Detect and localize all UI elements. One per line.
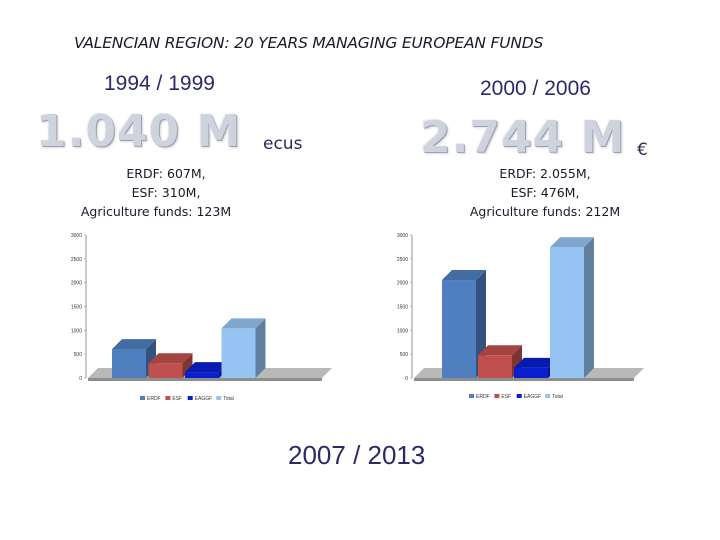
y-tick-label: 500 [400, 352, 409, 358]
bar-top [112, 339, 156, 350]
legend-swatch [545, 394, 551, 398]
bar-esf [478, 345, 522, 378]
bar-front [442, 280, 476, 378]
legend-label: Total [223, 396, 234, 402]
period-label-1994-1999: 1994 / 1999 [104, 72, 215, 95]
bar-front [550, 247, 584, 378]
bar-front [221, 328, 256, 378]
bar-top [185, 362, 229, 373]
breakdown-line: Agriculture funds: 123M [80, 204, 232, 219]
bar-chart-2000-2006: 0 500 1000 1500 2000 2500 3000 ERDF ESF EAGGF Tota… [397, 233, 644, 400]
legend-label: ESF [501, 394, 511, 400]
bar-esf [148, 353, 193, 378]
y-tick-label: 500 [74, 352, 83, 358]
bar-front [478, 355, 512, 378]
breakdown-line: ESF: 310M, [131, 185, 201, 200]
legend-swatch [187, 396, 193, 400]
legend-label: EAGGF [524, 394, 542, 400]
legend-label: ERDF [147, 396, 161, 402]
bar-top [514, 357, 558, 368]
period-label-2007-2013: 2007 / 2013 [288, 440, 426, 470]
y-tick-label: 3000 [397, 233, 408, 239]
total-amount-1: 1.040 M [36, 106, 242, 157]
legend-swatch [494, 394, 500, 398]
y-tick-label: 1000 [71, 328, 82, 334]
legend-label: Total [552, 394, 563, 400]
breakdown-line: ERDF: 607M, [126, 166, 206, 181]
bar-top [442, 270, 486, 281]
legend-swatch [516, 394, 522, 398]
legend-swatch [165, 396, 171, 400]
chart-floor-edge [414, 378, 634, 381]
bar-front [112, 349, 146, 378]
total-amount-2: 2.744 M [420, 112, 626, 163]
bar-front [185, 372, 219, 378]
slide-title: VALENCIAN REGION: 20 YEARS MANAGING EURO… [74, 34, 544, 52]
funds-breakdown-2: ERDF: 2.055M, ESF: 476M, Agriculture fun… [440, 164, 650, 221]
bar-top [148, 353, 193, 364]
breakdown-line: ESF: 476M, [510, 185, 580, 200]
breakdown-line: Agriculture funds: 212M [469, 204, 621, 219]
bar-total [550, 237, 594, 378]
bar-side [255, 318, 266, 378]
y-tick-label: 1500 [397, 305, 408, 311]
bar-top [550, 237, 594, 248]
bar-chart-1994-1999: 0 500 1000 1500 2000 2500 3000 ERDF ESF EAGGF Tota… [71, 233, 332, 402]
y-tick-label: 2000 [71, 281, 82, 287]
y-tick-label: 2000 [397, 281, 408, 287]
period-label-2000-2006: 2000 / 2006 [480, 77, 591, 100]
legend-swatch [216, 396, 222, 400]
currency-unit-1: ecus [263, 134, 303, 154]
bar-front [514, 367, 548, 378]
y-tick-label: 0 [405, 376, 408, 382]
legend-swatch [469, 394, 474, 398]
bar-total [221, 318, 266, 378]
y-tick-label: 0 [79, 376, 82, 382]
y-tick-label: 1500 [71, 305, 82, 311]
currency-unit-2: € [637, 140, 648, 160]
bar-top [221, 318, 266, 329]
legend-label: ERDF [476, 394, 490, 400]
legend-label: ESF [172, 396, 182, 402]
funds-breakdown-1: ERDF: 607M, ESF: 310M, Agriculture funds… [66, 164, 266, 221]
bar-front [148, 363, 183, 378]
y-tick-label: 3000 [71, 233, 82, 239]
legend-label: EAGGF [195, 396, 213, 402]
bar-side [584, 237, 594, 378]
bar-side [182, 353, 193, 378]
bar-top [478, 345, 522, 356]
y-tick-label: 2500 [71, 257, 82, 263]
legend-swatch [140, 396, 145, 400]
chart-floor-edge [88, 378, 322, 381]
breakdown-line: ERDF: 2.055M, [499, 166, 591, 181]
y-tick-label: 2500 [397, 257, 408, 263]
y-tick-label: 1000 [397, 328, 408, 334]
